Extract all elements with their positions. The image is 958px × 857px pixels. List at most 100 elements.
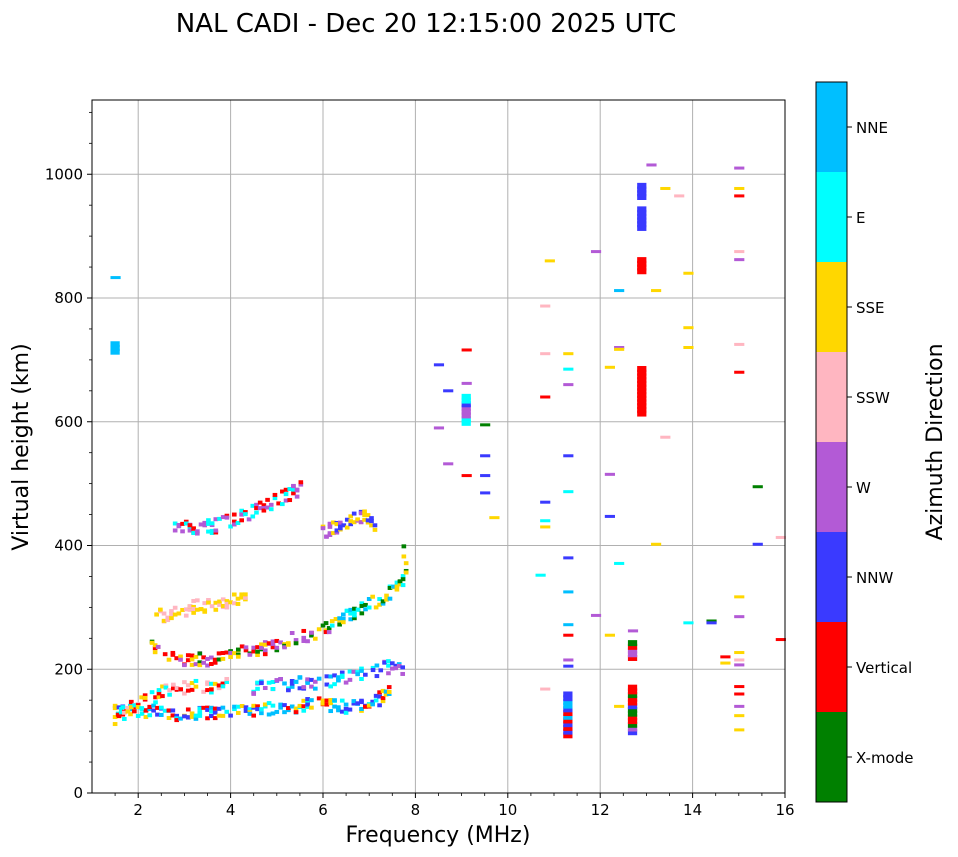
echo-cell xyxy=(243,510,248,515)
echo-cell xyxy=(255,652,260,657)
echo-cell xyxy=(217,516,222,521)
echo-cell xyxy=(235,596,241,601)
echo-cell xyxy=(195,531,200,536)
echo-cell xyxy=(286,708,291,713)
echo-cell xyxy=(257,500,263,505)
echo-cell xyxy=(182,714,187,719)
colorbar-tick-label: X-mode xyxy=(856,749,913,767)
echo-dash xyxy=(734,194,745,198)
echo-cell xyxy=(373,605,379,610)
echo-column-cell xyxy=(637,268,647,275)
echo-cell xyxy=(185,653,191,658)
echo-cell xyxy=(394,583,400,588)
echo-cell xyxy=(374,674,380,679)
echo-dash xyxy=(433,363,445,367)
echo-cell xyxy=(343,706,349,711)
echo-cell xyxy=(377,602,382,607)
echo-cell xyxy=(348,607,354,612)
echo-cell xyxy=(169,616,174,621)
echo-dash xyxy=(590,613,602,617)
echo-cell xyxy=(224,601,230,606)
echo-cell xyxy=(316,627,322,632)
echo-cell xyxy=(386,659,391,664)
echo-cell xyxy=(154,612,159,617)
echo-cell xyxy=(383,689,389,694)
echo-dash xyxy=(614,346,625,349)
echo-cell xyxy=(309,698,314,703)
echo-cell xyxy=(266,641,272,646)
echo-cell xyxy=(261,508,267,513)
echo-cell xyxy=(344,517,350,522)
echo-cell xyxy=(344,525,350,530)
echo-dash xyxy=(461,348,472,352)
echo-cell xyxy=(351,669,357,674)
echo-cell xyxy=(359,601,365,606)
echo-column-cell xyxy=(637,210,647,217)
echo-cell xyxy=(178,716,183,721)
echo-column-cell xyxy=(637,395,647,402)
colorbar-segment xyxy=(816,352,847,442)
echo-cell xyxy=(289,704,295,709)
echo-cell xyxy=(320,701,326,706)
echo-column-cell xyxy=(637,403,647,410)
echo-cell xyxy=(172,528,178,533)
echo-cell xyxy=(339,698,345,703)
echo-dash xyxy=(540,395,551,399)
echo-cell xyxy=(205,705,210,710)
echo-cell xyxy=(262,648,268,653)
echo-cell xyxy=(224,599,230,604)
echo-cell xyxy=(301,685,307,690)
echo-column-cell xyxy=(637,380,647,387)
echo-cell xyxy=(158,705,164,710)
echo-cell xyxy=(220,713,226,718)
echo-cell xyxy=(209,690,214,695)
echo-cell xyxy=(187,604,193,609)
echo-dash xyxy=(734,685,745,689)
echo-cell xyxy=(274,645,280,650)
echo-column-cell xyxy=(637,264,647,271)
colorbar-label: Azimuth Direction xyxy=(923,343,948,540)
echo-dash xyxy=(540,525,551,529)
echo-cell xyxy=(216,686,222,691)
echo-dash xyxy=(614,704,625,708)
echo-dash xyxy=(660,435,671,439)
echo-cell xyxy=(250,503,256,508)
echo-cell xyxy=(287,487,293,492)
echo-cell xyxy=(259,642,264,647)
echo-cell xyxy=(235,704,241,709)
echo-cell xyxy=(135,704,141,709)
echo-cell xyxy=(235,654,241,659)
echo-cell xyxy=(297,703,303,708)
echo-cell xyxy=(259,645,264,650)
colorbar-segment xyxy=(816,262,847,352)
echo-column-cell xyxy=(461,404,471,411)
echo-cell xyxy=(198,522,204,527)
echo-cell xyxy=(301,704,307,709)
echo-dash xyxy=(461,381,472,385)
echo-cell xyxy=(254,506,259,511)
echo-cell xyxy=(289,678,295,683)
echo-cell xyxy=(338,526,343,531)
echo-cell xyxy=(351,701,357,706)
echo-cell xyxy=(185,683,191,688)
echo-cell xyxy=(334,522,340,527)
echo-dash xyxy=(544,259,555,263)
echo-dash xyxy=(604,472,615,476)
echo-cell xyxy=(243,645,249,650)
echo-cell xyxy=(220,597,226,602)
echo-dash xyxy=(480,474,491,478)
echo-cell xyxy=(132,703,138,708)
x-tick-label: 14 xyxy=(683,801,702,819)
echo-cell xyxy=(274,678,280,683)
echo-cell xyxy=(174,685,180,690)
echo-cell xyxy=(301,638,307,643)
echo-column-cell xyxy=(637,410,647,417)
echo-cell xyxy=(393,663,399,668)
y-tick-label: 1000 xyxy=(45,165,83,183)
echo-cell xyxy=(262,686,268,691)
echo-cell xyxy=(282,710,287,715)
echo-cell xyxy=(169,611,174,616)
echo-cell xyxy=(235,601,241,606)
echo-dash xyxy=(535,573,546,577)
echo-column-cell xyxy=(627,721,638,728)
